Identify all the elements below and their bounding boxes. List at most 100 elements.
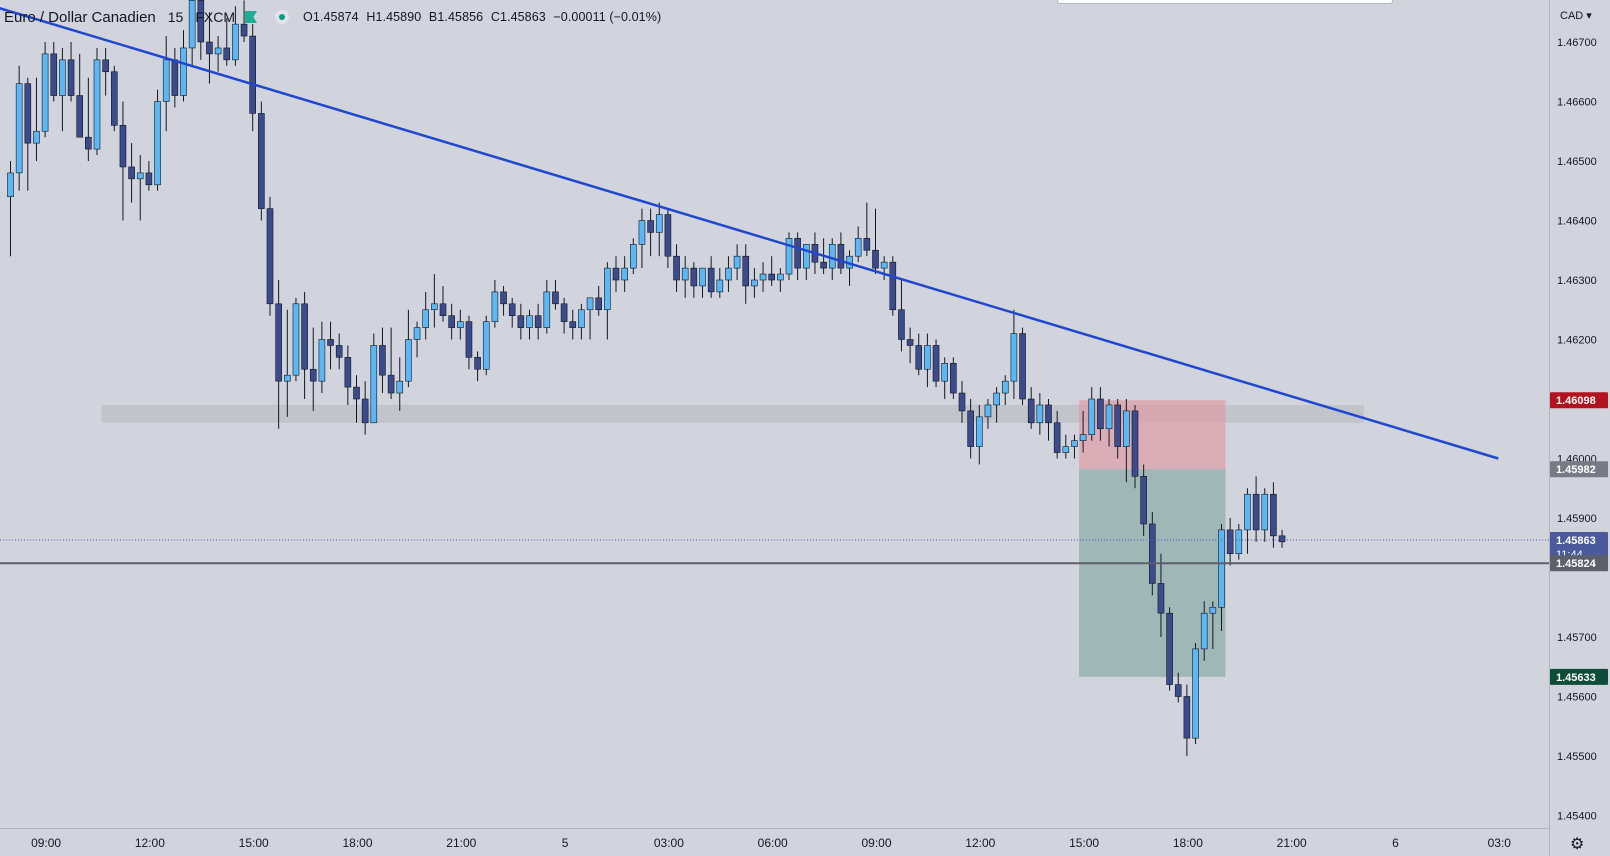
candle-body (629, 244, 637, 269)
candle-up (396, 357, 404, 411)
candle-up (751, 268, 758, 298)
candles-layer[interactable] (7, 0, 1286, 756)
candle-down (1131, 404, 1139, 489)
candle-body (136, 172, 144, 180)
candle-down (915, 333, 923, 376)
candle-down (898, 280, 905, 352)
gear-icon[interactable]: ⚙ (1570, 836, 1585, 853)
candle-body (327, 339, 334, 346)
candle-down (872, 208, 879, 275)
target-label-bg (1550, 668, 1608, 685)
candle-up (629, 238, 637, 275)
candle-down (1045, 399, 1052, 441)
candle-down (517, 303, 525, 340)
currency-selector[interactable]: CAD ▾ (1560, 9, 1592, 22)
candle-up (1235, 523, 1243, 560)
candle-up (526, 309, 533, 340)
candle-body (353, 386, 360, 400)
candle-body (508, 303, 516, 316)
candle-down (327, 321, 334, 370)
candle-body (396, 380, 404, 394)
candle-body (699, 267, 706, 287)
market-status-icon[interactable] (275, 10, 290, 24)
candle-down (119, 101, 127, 221)
candle-down (647, 208, 654, 257)
candle-down (742, 244, 750, 304)
candle-body (941, 362, 949, 382)
candle-down (387, 327, 395, 399)
candle-body (950, 362, 957, 394)
candle-body (526, 315, 533, 328)
candle-up (621, 256, 628, 292)
candle-up (681, 256, 689, 298)
candle-up (214, 36, 222, 72)
candle-down (448, 303, 455, 340)
entry-label-text: 1.45982 (1556, 464, 1596, 476)
candle-up (785, 232, 793, 280)
candle-down (1097, 387, 1104, 441)
candle-body (249, 35, 256, 114)
candle-body (422, 309, 430, 328)
candle-up (984, 399, 992, 429)
candle-body (119, 125, 127, 168)
candle-down (24, 77, 32, 191)
candle-up (1088, 387, 1096, 441)
candle-down (128, 143, 135, 203)
candle-down (309, 327, 317, 411)
candle-body (958, 392, 966, 412)
x-tick-label: 15:00 (1069, 836, 1099, 850)
candle-body (1019, 333, 1026, 400)
candle-down (1114, 399, 1121, 459)
candle-body (1244, 493, 1251, 531)
candle-body (655, 214, 663, 233)
candle-body (24, 83, 32, 144)
candle-up (33, 77, 40, 161)
flag-icon[interactable] (245, 11, 258, 23)
candle-body (15, 83, 23, 174)
target-label: 1.45633 (1550, 668, 1608, 685)
candle-body (733, 255, 741, 269)
candle-body (872, 249, 879, 269)
candle-down (1226, 518, 1234, 566)
candle-body (162, 59, 170, 102)
candle-body (604, 267, 611, 311)
line-label-bg (1550, 555, 1608, 572)
y-tick-label: 1.46700 (1557, 37, 1597, 49)
candle-down (560, 297, 568, 334)
candle-up (292, 297, 300, 382)
candle-up (232, 6, 239, 66)
candle-body (1045, 404, 1052, 424)
candle-up (188, 0, 196, 66)
trendline[interactable] (0, 0, 1499, 460)
symbol-title[interactable]: Euro / Dollar Canadien (4, 8, 156, 26)
candle-body (379, 345, 386, 376)
candle-up (422, 291, 430, 340)
candle-body (924, 345, 931, 370)
candle-body (742, 255, 750, 287)
last-price-label-text: 1.45863 (1556, 535, 1596, 547)
candle-body (171, 59, 179, 96)
candle-up (975, 404, 983, 465)
candle-down (1183, 684, 1191, 756)
candle-body (197, 0, 205, 43)
candle-body (1252, 493, 1260, 531)
line-label: 1.45824 (1550, 555, 1608, 572)
time-axis[interactable]: 09:00 12:00 15:00 18:00 21:00 5 03:00 06:00 09:0… (31, 836, 1511, 850)
toolbar-stub[interactable] (1057, 0, 1393, 4)
open-value: O1.45874 (303, 10, 359, 24)
candle-body (223, 47, 231, 61)
candle-body (984, 404, 992, 418)
interval-label[interactable]: 15 (167, 9, 184, 25)
candle-body (1114, 404, 1121, 447)
candle-body (111, 71, 118, 126)
low-value: B1.45856 (428, 10, 484, 24)
candle-body (932, 345, 940, 382)
y-tick-label: 1.46500 (1557, 156, 1597, 168)
candle-body (578, 309, 585, 328)
candle-down (361, 381, 369, 435)
lines-layer[interactable] (0, 0, 1549, 565)
